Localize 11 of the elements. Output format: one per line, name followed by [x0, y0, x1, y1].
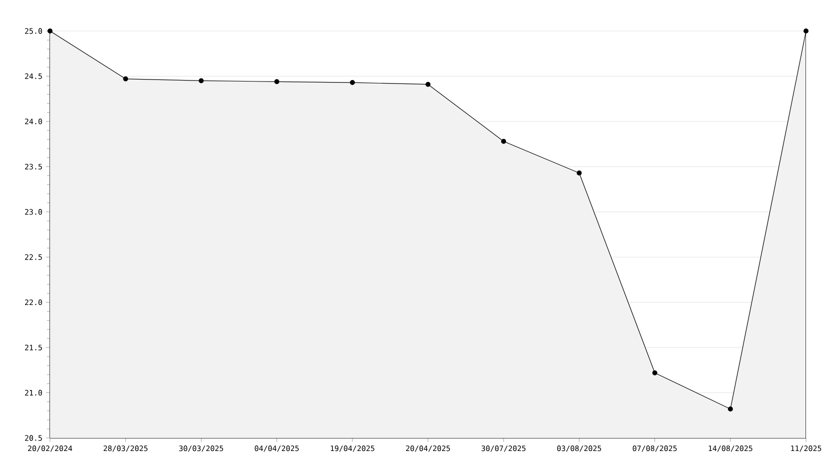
point	[652, 370, 658, 376]
point	[804, 28, 808, 34]
point	[123, 76, 128, 82]
point	[48, 28, 52, 34]
point	[274, 79, 280, 84]
point	[576, 170, 582, 176]
point	[426, 82, 430, 87]
point	[728, 406, 733, 412]
point	[501, 138, 506, 144]
point	[350, 80, 355, 86]
point	[198, 78, 204, 84]
